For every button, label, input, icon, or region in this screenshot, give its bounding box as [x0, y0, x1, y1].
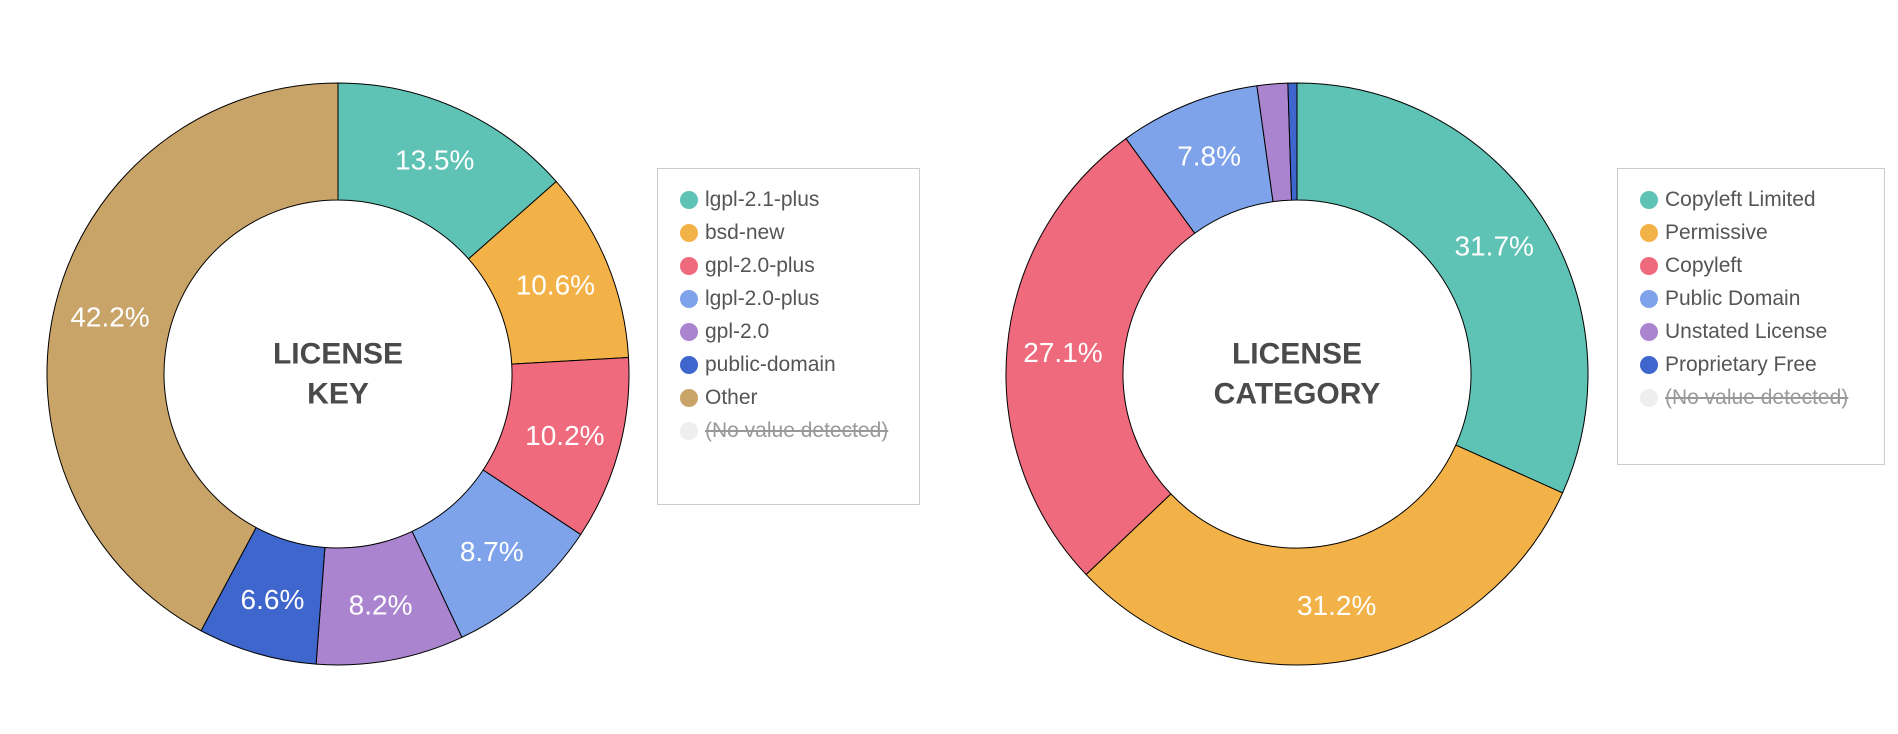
center-title-line-2: CATEGORY: [1214, 378, 1381, 411]
legend-item-gpl-2-0-plus[interactable]: gpl-2.0-plus: [680, 249, 899, 282]
license-key-center-title: LICENSE KEY: [273, 338, 403, 411]
license-category-slice-labels: 31.7% 31.2% 27.1% 7.8%: [1023, 141, 1534, 622]
legend-item-no-value-detected[interactable]: (No value detected): [1640, 381, 1864, 414]
legend-item-gpl-2-0[interactable]: gpl-2.0: [680, 315, 899, 348]
slice-label-public-domain: 6.6%: [241, 584, 305, 615]
slice-label-gpl-2-0: 8.2%: [349, 590, 413, 621]
legend-label: lgpl-2.0-plus: [705, 286, 820, 310]
legend-swatch: [680, 355, 698, 374]
slice-label-lgpl-2-1-plus: 13.5%: [395, 144, 474, 175]
legend-swatch: [1640, 355, 1658, 374]
legend-item-bsd-new[interactable]: bsd-new: [680, 216, 899, 249]
legend-item-other[interactable]: Other: [680, 381, 899, 414]
license-key-slices: [46, 82, 630, 666]
license-category-chart-panel: 31.7% 31.2% 27.1% 7.8% LICENSE CATEGORY Copyl…: [949, 0, 1898, 734]
license-category-donut-chart: 31.7% 31.2% 27.1% 7.8% LICENSE CATEGORY: [1005, 82, 1589, 666]
legend-label: Public Domain: [1665, 286, 1801, 310]
license-category-slices: [1005, 82, 1589, 666]
legend-swatch: [1640, 190, 1658, 209]
license-key-chart-panel: 13.5% 10.6% 10.2% 8.7% 8.2% 6.6% 42.2% LICENSE K…: [46, 82, 920, 666]
legend-swatch: [680, 388, 698, 407]
center-title-line-1: LICENSE: [1232, 338, 1362, 371]
slice-label-gpl-2-0-plus: 10.2%: [525, 420, 604, 451]
legend-swatch: [680, 190, 698, 209]
legend-swatch: [680, 223, 698, 242]
legend-item-copyleft-limited[interactable]: Copyleft Limited: [1640, 183, 1864, 216]
legend-label: Other: [705, 385, 758, 409]
legend-item-permissive[interactable]: Permissive: [1640, 216, 1864, 249]
legend-label: Copyleft Limited: [1665, 187, 1816, 211]
slice-label-copyleft: 27.1%: [1023, 337, 1102, 368]
slice-proprietary-free[interactable]: [1287, 82, 1298, 201]
center-title-line-1: LICENSE: [273, 338, 403, 371]
license-key-slice-labels: 13.5% 10.6% 10.2% 8.7% 8.2% 6.6% 42.2%: [70, 144, 604, 620]
legend-label: Copyleft: [1665, 253, 1743, 277]
slice-label-copyleft-limited: 31.7%: [1455, 231, 1534, 262]
slice-copyleft[interactable]: [1005, 138, 1196, 576]
slice-label-permissive: 31.2%: [1297, 590, 1376, 621]
legend-swatch: [1640, 223, 1658, 242]
legend-swatch: [1640, 388, 1658, 407]
legend-label: Proprietary Free: [1665, 352, 1817, 376]
legend-item-copyleft[interactable]: Copyleft: [1640, 249, 1864, 282]
legend-label: gpl-2.0: [705, 319, 770, 343]
license-key-donut-chart: 13.5% 10.6% 10.2% 8.7% 8.2% 6.6% 42.2% LICENSE K…: [46, 82, 630, 666]
slice-label-lgpl-2-0-plus: 8.7%: [460, 536, 524, 567]
legend-label: public-domain: [705, 352, 836, 376]
legend-item-public-domain[interactable]: Public Domain: [1640, 282, 1864, 315]
legend-label: gpl-2.0-plus: [705, 253, 815, 277]
legend-label: Unstated License: [1665, 319, 1828, 343]
legend-item-proprietary-free[interactable]: Proprietary Free: [1640, 348, 1864, 381]
legend-label: lgpl-2.1-plus: [705, 187, 820, 211]
slice-label-other: 42.2%: [70, 301, 149, 332]
slice-label-bsd-new: 10.6%: [516, 269, 595, 300]
legend-swatch: [1640, 289, 1658, 308]
license-key-legend: lgpl-2.1-plus bsd-new gpl-2.0-plus lgpl-2.0…: [657, 168, 920, 505]
license-category-legend: Copyleft Limited Permissive Copyleft Public…: [1617, 168, 1885, 465]
legend-swatch: [680, 322, 698, 341]
legend-swatch: [680, 421, 698, 440]
slice-copyleft-limited[interactable]: [1296, 82, 1589, 494]
legend-item-unstated-license[interactable]: Unstated License: [1640, 315, 1864, 348]
slice-permissive[interactable]: [1085, 444, 1564, 666]
center-title-line-2: KEY: [307, 378, 369, 411]
legend-item-lgpl-2-1-plus[interactable]: lgpl-2.1-plus: [680, 183, 899, 216]
legend-item-no-value-detected[interactable]: (No value detected): [680, 414, 899, 447]
slice-label-public-domain: 7.8%: [1177, 141, 1241, 172]
legend-swatch: [680, 289, 698, 308]
legend-label: (No value detected): [705, 418, 889, 442]
slice-other[interactable]: [46, 82, 339, 632]
legend-label: (No value detected): [1665, 385, 1849, 409]
legend-label: bsd-new: [705, 220, 785, 244]
license-category-center-title: LICENSE CATEGORY: [1214, 338, 1381, 411]
legend-swatch: [680, 256, 698, 275]
legend-label: Permissive: [1665, 220, 1768, 244]
legend-item-lgpl-2-0-plus[interactable]: lgpl-2.0-plus: [680, 282, 899, 315]
legend-item-public-domain[interactable]: public-domain: [680, 348, 899, 381]
legend-swatch: [1640, 322, 1658, 341]
legend-swatch: [1640, 256, 1658, 275]
